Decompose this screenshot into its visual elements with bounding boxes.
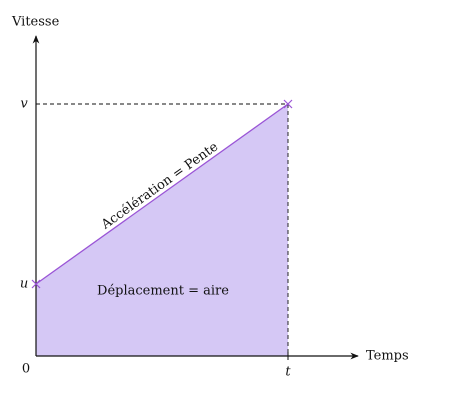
- time-label: t: [285, 365, 291, 380]
- slope-line: [35, 103, 289, 285]
- point-markers: [31, 99, 293, 289]
- final-speed-label: v: [20, 97, 28, 112]
- x-axis-label: Temps: [366, 349, 409, 364]
- initial-speed-label: u: [20, 277, 28, 292]
- area-region: [36, 104, 288, 356]
- origin-label: 0: [22, 362, 30, 377]
- area-annotation: Déplacement = aire: [97, 284, 229, 299]
- y-axis-label: Vitesse: [11, 15, 60, 30]
